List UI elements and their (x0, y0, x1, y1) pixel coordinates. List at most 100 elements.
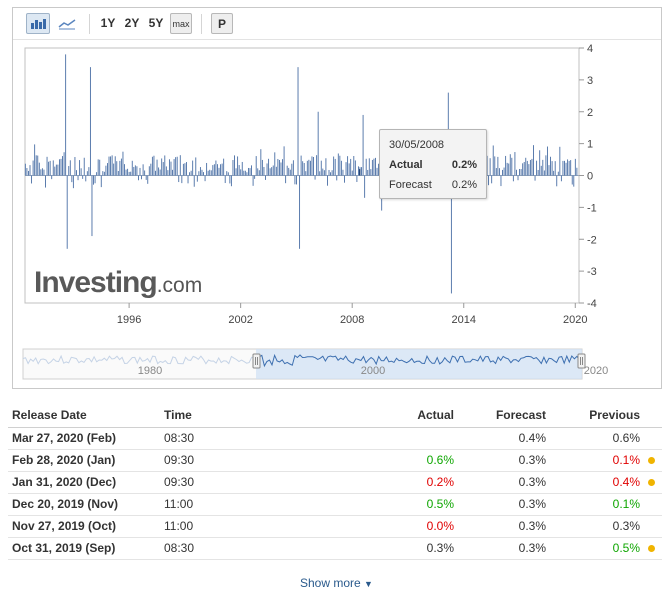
chart-bar (342, 169, 344, 176)
chart-bar (69, 160, 71, 176)
chart-bar (209, 169, 211, 176)
chart-bar (320, 160, 322, 176)
x-tick-label: 2020 (563, 314, 587, 326)
revision-dot-cell (644, 515, 662, 538)
release-date-cell: Mar 27, 2020 (Feb) (8, 427, 160, 450)
chart-bar (71, 175, 73, 183)
header-release-date[interactable]: Release Date (8, 403, 160, 428)
show-more-link[interactable]: Show more ▼ (300, 576, 373, 590)
chart-bar (370, 169, 372, 176)
chart-bar (554, 161, 556, 176)
chart-bar (221, 163, 223, 176)
chart-bar (45, 175, 46, 188)
chart-bar (142, 164, 144, 176)
line-chart-icon[interactable] (55, 13, 79, 34)
chart-bar (317, 111, 319, 176)
chart-bar (269, 168, 271, 176)
chart-bar (322, 168, 324, 176)
chart-bar (120, 158, 122, 176)
chart-bar (539, 150, 541, 176)
table-header-row: Release Date Time Actual Forecast Previo… (8, 403, 662, 428)
chart-bar (41, 168, 43, 176)
chart-bar (176, 156, 178, 176)
chart-bar (345, 162, 347, 176)
chart-bar (576, 167, 578, 176)
chart-bar (376, 167, 378, 176)
chart-bar (89, 67, 91, 176)
actual-cell: 0.6% (260, 449, 458, 472)
header-actual[interactable]: Actual (260, 403, 458, 428)
chevron-down-icon: ▼ (364, 579, 373, 589)
revision-dot-icon[interactable] (648, 479, 655, 486)
chart-bar (491, 175, 493, 184)
chart-bar (265, 175, 266, 180)
previous-cell: 0.4% (550, 471, 644, 494)
chart-bar (302, 161, 304, 176)
chart-bar (91, 175, 93, 237)
header-time[interactable]: Time (160, 403, 260, 428)
chart-bar (218, 167, 220, 176)
chart-bar (130, 171, 132, 176)
tooltip-actual-value: 0.2% (451, 159, 477, 171)
range-max-button[interactable]: max (170, 13, 192, 34)
chart-bar (275, 166, 277, 176)
chart-bar (97, 159, 99, 176)
chart-bar (500, 175, 502, 187)
chart-bar (556, 175, 558, 187)
chart-bar (303, 162, 305, 176)
chart-bar (305, 171, 307, 176)
chart-bar (280, 162, 282, 176)
chart-bar (141, 175, 143, 180)
chart-bar (291, 163, 293, 176)
navigator-right-handle[interactable] (577, 353, 586, 369)
chart-bar (531, 158, 533, 176)
chart-bar (328, 169, 330, 176)
revision-dot-icon[interactable] (648, 545, 655, 552)
y-tick-label: 0 (587, 171, 593, 183)
chart-bar (127, 168, 129, 176)
chart-bar (170, 161, 172, 176)
chart-bar (347, 156, 349, 176)
chart-bar (88, 167, 90, 176)
print-button[interactable]: P (211, 13, 233, 34)
chart-bar (55, 164, 57, 176)
forecast-cell: 0.4% (458, 427, 550, 450)
navigator-tick-label: 2020 (584, 365, 608, 377)
chart-bar (111, 155, 113, 176)
chart-bar (74, 157, 76, 176)
releases-table: Release Date Time Actual Forecast Previo… (8, 403, 662, 560)
chart-bar (212, 165, 214, 176)
chart-bar (523, 161, 525, 176)
revision-dot-icon[interactable] (648, 457, 655, 464)
chart-bar (116, 161, 118, 176)
chart-bar (57, 164, 59, 176)
y-tick-label: 3 (587, 75, 593, 87)
bar-chart-icon[interactable] (26, 13, 50, 34)
range-1y-button[interactable]: 1Y (100, 16, 116, 30)
chart-bar (540, 165, 542, 176)
header-forecast[interactable]: Forecast (458, 403, 550, 428)
chart-bar (316, 155, 318, 176)
release-date-cell: Nov 27, 2019 (Oct) (8, 515, 160, 538)
chart-bar (117, 170, 119, 176)
header-previous[interactable]: Previous (550, 403, 644, 428)
chart-bar (344, 175, 345, 183)
chart-bar (282, 159, 283, 176)
chart-bar (93, 175, 94, 185)
range-2y-button[interactable]: 2Y (124, 16, 140, 30)
chart-bar (232, 160, 234, 176)
x-tick-label: 2002 (228, 314, 252, 326)
chart-bar (237, 156, 239, 176)
chart-bar (189, 172, 191, 176)
chart-bar (562, 160, 564, 176)
release-date-cell: Feb 28, 2020 (Jan) (8, 449, 160, 472)
chart-bar (371, 159, 373, 176)
chart-bar (175, 157, 177, 176)
highlighted-bar (359, 169, 361, 176)
navigator-left-handle[interactable] (252, 353, 261, 369)
chart-bar (190, 170, 192, 176)
chart-bar (168, 159, 170, 176)
chart-bar (162, 162, 164, 176)
range-5y-button[interactable]: 5Y (148, 16, 164, 30)
chart-bar (131, 160, 133, 176)
